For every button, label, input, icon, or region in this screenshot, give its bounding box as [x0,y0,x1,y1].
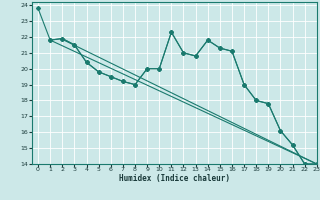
X-axis label: Humidex (Indice chaleur): Humidex (Indice chaleur) [119,174,230,183]
